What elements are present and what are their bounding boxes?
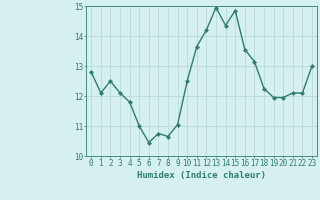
X-axis label: Humidex (Indice chaleur): Humidex (Indice chaleur)	[137, 171, 266, 180]
